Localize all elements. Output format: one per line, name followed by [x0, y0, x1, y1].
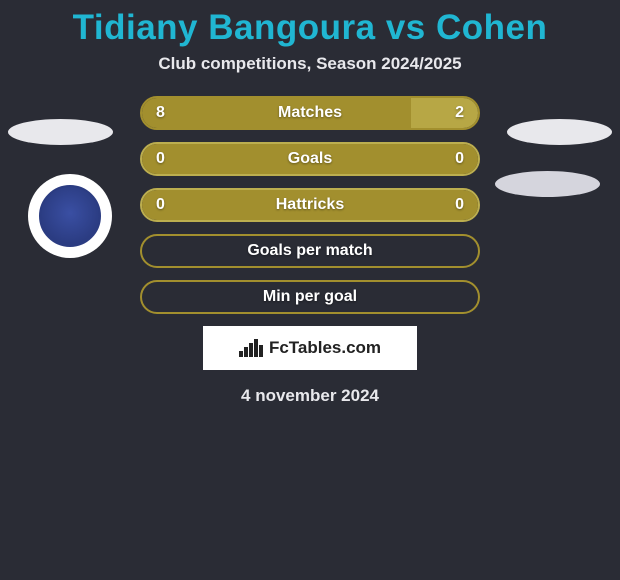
stat-value-left: 8 [156, 104, 165, 122]
stat-value-left: 0 [156, 196, 165, 214]
stat-value-right: 2 [455, 104, 464, 122]
page-title: Tidiany Bangoura vs Cohen [0, 0, 620, 48]
left-player-oval [8, 119, 113, 145]
brand-logo-icon [239, 339, 263, 357]
stat-row-goals-per-match: Goals per match [140, 234, 480, 268]
stat-row-hattricks: 0 0 Hattricks [140, 188, 480, 222]
stat-label: Goals per match [247, 242, 372, 260]
stat-value-left: 0 [156, 150, 165, 168]
stat-row-min-per-goal: Min per goal [140, 280, 480, 314]
stat-value-right: 0 [455, 196, 464, 214]
page-subtitle: Club competitions, Season 2024/2025 [0, 54, 620, 74]
left-club-badge [28, 174, 112, 258]
fill-right [411, 98, 478, 128]
stat-label: Min per goal [263, 288, 357, 306]
date-text: 4 november 2024 [0, 386, 620, 406]
stat-row-matches: 8 2 Matches [140, 96, 480, 130]
stat-row-goals: 0 0 Goals [140, 142, 480, 176]
fill-left [142, 98, 411, 128]
stat-label: Goals [288, 150, 332, 168]
brand-logo: FcTables.com [203, 326, 417, 370]
right-player-oval [507, 119, 612, 145]
content-area: 8 2 Matches 0 0 Goals 0 0 Hattricks Goals per mat… [0, 96, 620, 406]
badge-inner [39, 185, 101, 247]
right-player-oval-2 [495, 171, 600, 197]
brand-logo-text: FcTables.com [269, 338, 381, 358]
stat-value-right: 0 [455, 150, 464, 168]
stat-rows: 8 2 Matches 0 0 Goals 0 0 Hattricks Goals per mat… [140, 96, 480, 314]
comparison-infographic: Tidiany Bangoura vs Cohen Club competiti… [0, 0, 620, 580]
stat-label: Matches [278, 104, 342, 122]
stat-label: Hattricks [276, 196, 344, 214]
